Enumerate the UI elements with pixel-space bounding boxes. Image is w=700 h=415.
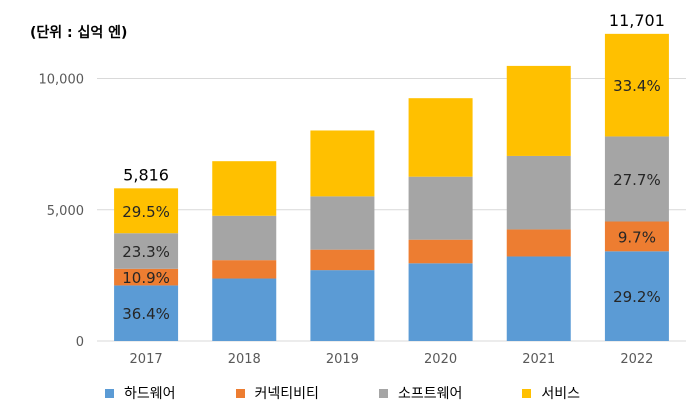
data-label: 29.2% bbox=[613, 288, 661, 306]
legend: 하드웨어 커넥티비티 소프트웨어 서비스 bbox=[105, 383, 580, 403]
bar-segment bbox=[408, 176, 473, 240]
bar-segment bbox=[212, 161, 277, 216]
legend-swatch bbox=[522, 388, 532, 398]
bar-segment bbox=[408, 98, 473, 177]
bar-segment bbox=[212, 260, 277, 279]
legend-swatch bbox=[378, 388, 388, 398]
bar-segment bbox=[506, 229, 571, 257]
bar-segment bbox=[114, 285, 179, 341]
bar-segment bbox=[310, 130, 375, 197]
total-label: 11,701 bbox=[609, 11, 665, 30]
bar-segment bbox=[212, 278, 277, 341]
data-label: 36.4% bbox=[122, 305, 170, 323]
bar-segment bbox=[310, 270, 375, 341]
bar-segment bbox=[114, 233, 179, 269]
legend-label: 커넥티비티 bbox=[254, 386, 319, 402]
bar-segment bbox=[310, 249, 375, 271]
legend-label: 소프트웨어 bbox=[397, 386, 463, 402]
data-label: 23.3% bbox=[122, 243, 170, 261]
bar-segment bbox=[506, 65, 571, 156]
data-label: 10.9% bbox=[122, 269, 170, 287]
x-tick-label: 2021 bbox=[522, 352, 555, 367]
y-tick-label: 5,000 bbox=[47, 204, 84, 219]
data-label: 27.7% bbox=[613, 171, 661, 189]
bar-segment bbox=[212, 215, 277, 261]
legend-item: 하드웨어 bbox=[105, 383, 176, 403]
y-tick-label: 0 bbox=[76, 335, 84, 350]
x-tick-label: 2018 bbox=[228, 352, 261, 367]
legend-label: 서비스 bbox=[541, 386, 580, 402]
x-tick-label: 2022 bbox=[620, 352, 653, 367]
bar-segment bbox=[604, 251, 669, 341]
legend-item: 커넥티비티 bbox=[235, 383, 319, 403]
bar-segment bbox=[408, 239, 473, 264]
total-label: 5,816 bbox=[123, 165, 169, 184]
bar-segment bbox=[604, 33, 669, 137]
legend-swatch bbox=[235, 388, 245, 398]
data-label: 9.7% bbox=[618, 228, 656, 246]
legend-item: 소프트웨어 bbox=[378, 383, 463, 403]
legend-label: 하드웨어 bbox=[124, 386, 176, 402]
bar-segment bbox=[604, 136, 669, 222]
legend-swatch bbox=[105, 388, 114, 398]
bar-segment bbox=[604, 221, 669, 252]
x-tick-label: 2019 bbox=[326, 352, 359, 367]
x-tick-label: 2017 bbox=[130, 352, 163, 367]
bar-segment bbox=[506, 256, 571, 341]
data-label: 29.5% bbox=[122, 203, 170, 221]
unit-label: (단위 : 십억 엔) bbox=[30, 25, 128, 41]
x-tick-label: 2020 bbox=[424, 352, 457, 367]
bar-segment bbox=[310, 196, 375, 250]
bar-segment bbox=[114, 188, 179, 234]
legend-item: 서비스 bbox=[522, 383, 580, 403]
bar-segment bbox=[114, 268, 179, 286]
y-tick-label: 10,000 bbox=[39, 73, 85, 88]
bar-segment bbox=[408, 263, 473, 341]
data-label: 33.4% bbox=[613, 77, 661, 95]
bar-segment bbox=[506, 155, 571, 230]
